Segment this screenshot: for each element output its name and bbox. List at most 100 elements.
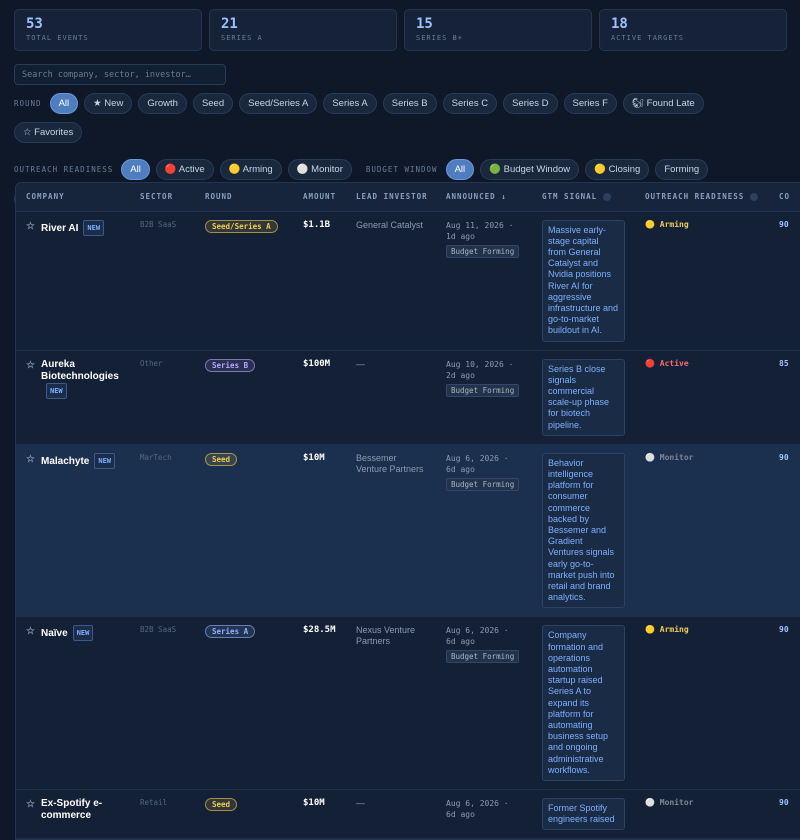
column-label: CO [779, 192, 791, 202]
event-row[interactable]: ☆ Ex-Spotify e-commerce Retail Seed $10M — Aug… [16, 789, 800, 840]
score: 90 [779, 452, 789, 462]
announced: Aug 6, 2026 · 6d ago [446, 798, 522, 820]
announced: Aug 10, 2026 · 2d ago [446, 359, 522, 381]
event-row[interactable]: ☆ Malachyte NEW MarTech Seed $10M Bessemer Ven… [16, 444, 800, 618]
amount: $10M [303, 452, 325, 463]
company-name: Malachyte [41, 455, 90, 467]
sector-cell: Other [130, 350, 195, 445]
events-table: COMPANY SECTOR ROUND AMOUNT LEAD INVESTOR ANN… [15, 182, 800, 840]
filter-chip[interactable]: ⚪ Monitor [287, 159, 352, 180]
new-badge: NEW [94, 452, 116, 469]
amount: $28.5M [303, 625, 336, 636]
announced-date: Aug 6, 2026 [446, 799, 499, 809]
announced: Aug 11, 2026 · 1d ago [446, 220, 522, 242]
gtm-signal: Former Spotify engineers raised [542, 798, 625, 831]
lead-investor: General Catalyst [356, 219, 424, 230]
event-row[interactable]: ☆ Naïve NEW B2B SaaS Series A $28.5M Nexus Ven… [16, 616, 800, 791]
stat-card: 53 TOTAL EVENTS [14, 9, 202, 51]
filter-chip[interactable]: 🔴 Active [155, 159, 214, 180]
stat-value: 53 [26, 16, 43, 32]
filter-label: ROUND [14, 99, 42, 108]
filter-chip[interactable]: Growth [138, 93, 187, 114]
separator: · [498, 626, 509, 636]
filter-chip[interactable]: Seed [192, 93, 234, 114]
info-icon [603, 193, 612, 202]
column-label: AMOUNT [303, 192, 337, 202]
announced: Aug 6, 2026 · 6d ago [446, 625, 522, 647]
readiness-cell: 🟡 Arming [635, 616, 769, 791]
readiness-cell: 🔴 Active [635, 350, 769, 445]
filter-chip[interactable]: Series A [323, 93, 377, 114]
filter-chip[interactable]: 🐿 Found Late [622, 93, 704, 114]
amount-cell: $28.5M [293, 616, 346, 791]
column-header: CO [769, 183, 800, 212]
readiness: 🔴 Active [645, 358, 689, 368]
column-header: OUTREACH READINESS [635, 183, 769, 212]
filter-chip[interactable]: ☆ Favorites [14, 122, 83, 143]
favorite-star[interactable]: ☆ [26, 453, 35, 465]
filter-chip[interactable]: All [49, 93, 79, 114]
announced-date: Aug 11, 2026 [446, 220, 504, 230]
filter-chip[interactable]: ★ New [84, 93, 133, 114]
column-header: AMOUNT [293, 183, 346, 212]
event-row[interactable]: ☆ Aureka BiotechnologiesNEW Other Series B $… [16, 350, 800, 445]
filter-chip[interactable]: 🟡 Arming [219, 159, 282, 180]
sector-cell: Retail [130, 789, 195, 840]
company-name: Naïve [41, 628, 68, 640]
filter-chip[interactable]: 🟡 Closing [585, 159, 650, 180]
sector: Retail [140, 798, 168, 808]
filter-chip[interactable]: All [121, 159, 150, 180]
budget-badge: Budget Forming [446, 650, 520, 664]
column-header: ANNOUNCED ↓ [436, 183, 532, 212]
filter-chip[interactable]: Series D [503, 93, 558, 114]
stat-value: 21 [221, 16, 238, 32]
sector: B2B SaaS [140, 219, 177, 229]
company-name: Ex-Spotify e-commerce [41, 798, 103, 822]
filter-chip[interactable]: 🟢 Budget Window [480, 159, 580, 180]
search-input[interactable]: Search company, sector, investor… [14, 64, 226, 85]
lead-cell: Bessemer Venture Partners [346, 444, 436, 618]
filter-chip[interactable]: Series F [563, 93, 617, 114]
signal-cell: Company formation and operations automat… [532, 616, 635, 791]
signal-cell: Behavior intelligence platform for consu… [532, 444, 635, 618]
round-badge: Series B [205, 358, 256, 372]
column-label: OUTREACH READINESS [645, 192, 745, 202]
company: ☆ Naïve NEW [26, 625, 120, 642]
favorite-star[interactable]: ☆ [26, 799, 35, 811]
filter-chip[interactable]: All [445, 159, 475, 180]
event-row[interactable]: ☆ River AI NEW B2B SaaS Seed/Series A $1.1B Ge… [16, 211, 800, 351]
sector: B2B SaaS [140, 625, 177, 635]
favorite-star[interactable]: ☆ [26, 359, 35, 371]
stat-card: 18 ACTIVE TARGETS [599, 9, 787, 51]
company-cell: ☆ River AI NEW [16, 211, 130, 351]
favorite-star[interactable]: ☆ [26, 220, 35, 232]
readiness: 🟡 Arming [645, 219, 689, 229]
announced-date: Aug 6, 2026 [446, 453, 499, 463]
stat-value: 15 [416, 16, 433, 32]
round-cell: Series A [195, 616, 293, 791]
column-label: ROUND [205, 192, 233, 202]
filter-chip[interactable]: Series B [382, 93, 437, 114]
lead-investor: — [356, 798, 365, 809]
new-badge: NEW [83, 219, 105, 236]
filter-chip[interactable]: Seed/Series A [239, 93, 318, 114]
score: 85 [779, 358, 789, 368]
favorite-star[interactable]: ☆ [26, 626, 35, 638]
budget-badge: Budget Forming [446, 244, 520, 258]
column-header: ROUND [195, 183, 293, 212]
stat-label: ACTIVE TARGETS [611, 34, 685, 42]
stat-value: 18 [611, 16, 628, 32]
score-cell: 90 [769, 444, 800, 618]
dashboard: 53 TOTAL EVENTS 21 SERIES A 15 SERIES B+ 18 ACT… [14, 9, 800, 840]
announced-ago: 6d ago [446, 810, 475, 820]
amount-cell: $10M [293, 444, 346, 618]
company: ☆ Ex-Spotify e-commerce [26, 798, 120, 822]
filter-chip[interactable]: Series C [442, 93, 498, 114]
company-cell: ☆ Malachyte NEW [16, 444, 130, 618]
lead-investor: — [356, 358, 365, 369]
announced: Aug 6, 2026 · 6d ago [446, 453, 522, 475]
filter-chip[interactable]: Forming [655, 159, 709, 180]
filters: ROUND All ★ New Growth Seed Seed/Series A Seri… [14, 93, 754, 209]
separator: · [498, 453, 509, 463]
stat-label: SERIES B+ [416, 34, 463, 42]
